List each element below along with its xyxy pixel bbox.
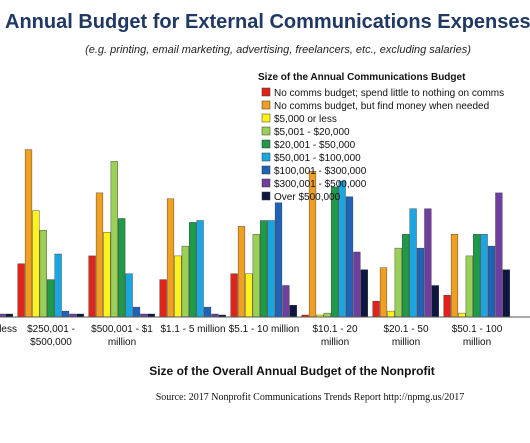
bar: [237, 226, 246, 318]
legend-swatch: [261, 100, 271, 110]
legend-title: Size of the Annual Communications Budget: [258, 72, 466, 83]
bar: [502, 269, 510, 318]
x-tick-label: $5.1 - 10 million: [229, 324, 300, 335]
bar: [189, 222, 197, 318]
bar: [196, 220, 204, 318]
x-tick-label: $250,001 -$500,000: [27, 324, 75, 348]
bar: [47, 279, 55, 318]
bar: [379, 267, 388, 318]
bar: [159, 279, 167, 318]
bar: [39, 230, 47, 318]
bar: [487, 245, 496, 318]
legend-label: $50,001 - $100,000: [274, 153, 361, 164]
bar: [260, 220, 268, 318]
bar: [372, 301, 380, 318]
bar: [103, 232, 111, 318]
bar: [174, 255, 182, 318]
legend-label: No comms budget; spend little to nothing…: [274, 88, 504, 99]
bar: [495, 192, 503, 318]
bar: [252, 234, 260, 318]
bar: [54, 253, 62, 318]
bar: [289, 305, 297, 318]
bar: [409, 208, 417, 318]
bar: [450, 234, 459, 318]
bar: [443, 295, 451, 318]
bar: [125, 273, 133, 318]
legend-swatch: [261, 165, 271, 175]
x-tick-label: $50.1 - 100 million: [452, 324, 503, 348]
bar: [17, 263, 25, 318]
legend-label: $100,001 - $300,000: [274, 166, 367, 177]
legend-swatch: [261, 139, 271, 149]
bar: [465, 255, 473, 318]
bar: [274, 202, 283, 318]
legend-label: No comms budget, but find money when nee…: [274, 101, 489, 112]
x-tick-label: $20.1 - 50 million: [383, 324, 428, 348]
bar: [473, 234, 481, 318]
bar: [88, 255, 96, 318]
source-note: Source: 2017 Nonprofit Communications Tr…: [156, 392, 465, 403]
bar: [360, 269, 368, 318]
legend: Size of the Annual Communications Budget…: [258, 72, 504, 203]
bar: [203, 306, 212, 318]
bar: [282, 285, 290, 318]
legend-swatch: [261, 152, 271, 162]
bar: [230, 273, 238, 318]
bar: [416, 247, 425, 318]
bar: [480, 234, 488, 318]
bar: [118, 218, 126, 318]
x-tick-label: $10.1 - 20 million: [312, 324, 357, 348]
legend-label: $5,000 or less: [274, 114, 337, 125]
chart-subtitle: (e.g. printing, email marketing, adverti…: [85, 44, 471, 56]
legend-swatch: [261, 178, 271, 188]
legend-label: $300,001 - $500,000: [274, 179, 367, 190]
bar: [323, 312, 331, 318]
bar: [331, 186, 339, 318]
bar: [267, 220, 275, 318]
bar: [181, 245, 189, 318]
legend-swatch: [261, 113, 271, 123]
legend-label: $5,001 - $20,000: [274, 127, 350, 138]
bar: [132, 306, 141, 318]
bar: [353, 251, 361, 318]
x-tick-label: $1.1 - 5 million: [160, 324, 225, 335]
legend-swatch: [261, 191, 271, 201]
bar: [387, 310, 395, 318]
bar: [95, 192, 104, 318]
bar: [345, 196, 354, 318]
x-axis-label: Size of the Overall Annual Budget of the…: [149, 364, 435, 378]
bar: [61, 310, 70, 318]
bar: [166, 198, 175, 318]
legend-label: $20,001 - $50,000: [274, 140, 356, 151]
bar: [431, 285, 439, 318]
bar: [32, 210, 40, 318]
bar: [245, 273, 253, 318]
bar: [110, 161, 118, 318]
legend-swatch: [261, 87, 271, 97]
bar: [394, 247, 402, 318]
bar: [424, 208, 432, 318]
legend-swatch: [261, 126, 271, 136]
bar: [24, 149, 33, 318]
x-tick-labels: $250,000 or less $250,001 -$500,000 $500,0…: [0, 324, 503, 348]
bar: [402, 234, 410, 318]
bar: [458, 312, 466, 318]
chart-title: Annual Budget for External Communication…: [5, 11, 530, 33]
x-tick-label: $500,001 - $1 million: [91, 324, 153, 348]
bar-area: [0, 149, 510, 318]
x-tick-label: $250,000 or less: [0, 324, 17, 335]
legend-label: Over $500,000: [274, 192, 341, 203]
